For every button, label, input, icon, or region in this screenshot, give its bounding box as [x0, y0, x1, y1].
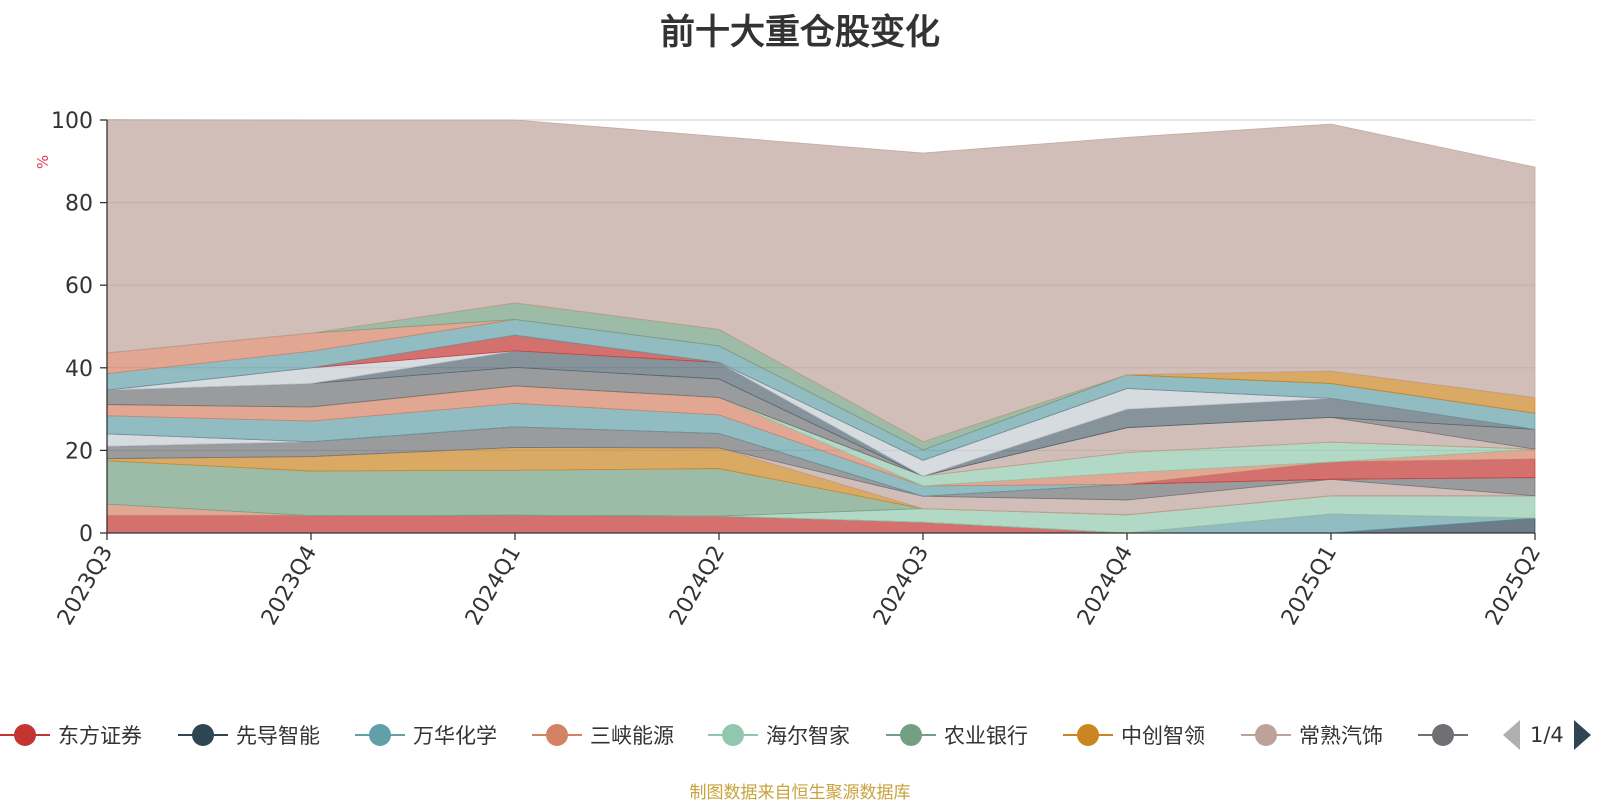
legend-marker-icon [1418, 724, 1468, 746]
legend-marker-icon [532, 724, 582, 746]
legend-label: 常熟汽饰 [1299, 724, 1383, 748]
y-tick-label: 60 [65, 274, 93, 299]
triangle-left-icon[interactable] [1503, 720, 1520, 750]
legend-item[interactable]: 常熟汽饰 [1241, 718, 1383, 752]
data-source-note: 制图数据来自恒生聚源数据库 [689, 783, 911, 803]
area-series [106, 119, 1536, 443]
legend-item[interactable]: 农业银行 [886, 718, 1028, 752]
y-tick-label: 100 [51, 109, 93, 134]
x-tick-label: 2024Q2 [665, 542, 730, 630]
x-tick-label: 2024Q1 [461, 542, 526, 630]
area-series-group [106, 119, 1536, 534]
x-tick-label: 2023Q3 [53, 542, 118, 630]
stacked-area-chart: 0 20 40 60 80 100 2023Q3 2023Q4 2024Q1 2024Q2 2024… [34, 109, 1546, 630]
y-axis-label: % [34, 155, 52, 169]
legend-marker-icon [0, 724, 50, 746]
legend-marker-icon [886, 724, 936, 746]
legend-item[interactable]: 中创智领 [1063, 718, 1205, 752]
triangle-right-icon[interactable] [1573, 720, 1591, 750]
legend-page-indicator: 1/4 [1530, 723, 1564, 747]
legend-item[interactable]: 三峡能源 [532, 718, 674, 752]
x-tick-label: 2023Q4 [257, 542, 322, 630]
x-tick-label: 2025Q2 [1481, 542, 1546, 630]
chart-title: 前十大重仓股变化 [659, 13, 940, 53]
legend-label: 海尔智家 [766, 724, 850, 748]
legend-marker-icon [355, 724, 405, 746]
legend-item[interactable] [1418, 718, 1470, 752]
legend-label: 东方证券 [58, 724, 142, 748]
x-tick-label: 2024Q4 [1073, 542, 1138, 630]
legend-item[interactable]: 先导智能 [178, 718, 320, 752]
y-tick-label: 40 [65, 357, 93, 382]
legend-item[interactable]: 海尔智家 [708, 718, 850, 752]
legend-marker-icon [178, 724, 228, 746]
legend-marker-icon [1063, 724, 1113, 746]
y-tick-label: 0 [79, 522, 93, 547]
legend-label: 三峡能源 [590, 724, 674, 748]
legend-marker-icon [1241, 724, 1291, 746]
legend-label: 中创智领 [1121, 724, 1205, 748]
y-tick-label: 80 [65, 192, 93, 217]
y-tick-label: 20 [65, 439, 93, 464]
legend-label: 万华化学 [413, 724, 497, 748]
legend-item[interactable]: 东方证券 [0, 718, 142, 752]
legend-marker-icon [708, 724, 758, 746]
legend-label: 先导智能 [236, 724, 320, 748]
legend-item[interactable]: 万华化学 [355, 718, 497, 752]
x-tick-label: 2025Q1 [1277, 542, 1342, 630]
legend-label: 农业银行 [944, 724, 1028, 748]
chart-legend: 东方证券 先导智能 万华化学 三峡能源 海尔智家 农业银行 中创智领 常熟汽饰 [0, 718, 1470, 752]
x-tick-label: 2024Q3 [869, 542, 934, 630]
legend-pager: 1/4 [1503, 718, 1591, 752]
